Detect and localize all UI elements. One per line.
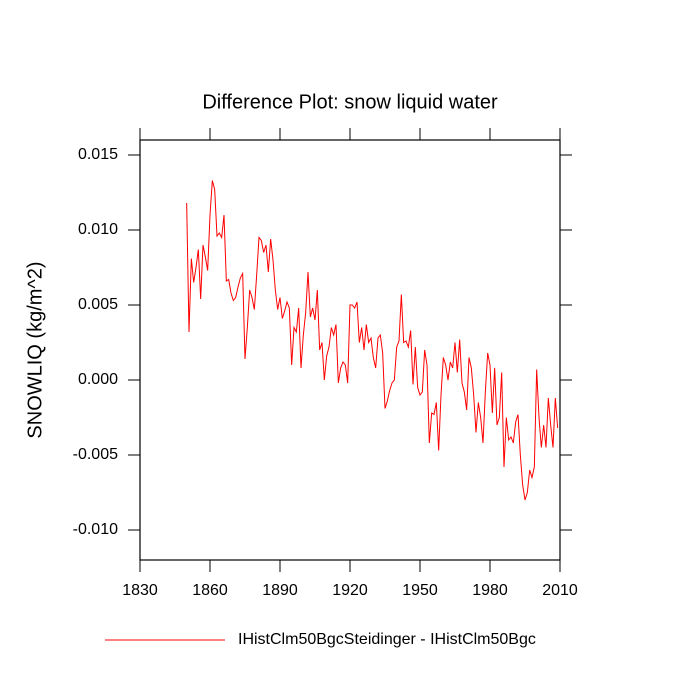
y-axis-label: SNOWLIQ (kg/m^2) <box>24 261 46 438</box>
legend-label: IHistClm50BgcSteidinger - IHistClm50Bgc <box>238 631 536 648</box>
x-tick-label: 1980 <box>472 582 508 599</box>
y-tick-label: 0.015 <box>78 146 118 163</box>
y-tick-label: 0.010 <box>78 221 118 238</box>
chart-title: Difference Plot: snow liquid water <box>202 91 498 113</box>
plot-frame <box>139 139 561 561</box>
y-tick-label: 0.005 <box>78 296 118 313</box>
data-line <box>186 180 559 501</box>
x-tick-label: 1920 <box>332 582 368 599</box>
y-tick-label: -0.005 <box>73 446 118 463</box>
x-tick-label: 1830 <box>122 582 158 599</box>
x-tick-label: 1890 <box>262 582 298 599</box>
x-tick-label: 2010 <box>542 582 578 599</box>
y-tick-label: -0.010 <box>73 521 118 538</box>
x-tick-label: 1860 <box>192 582 228 599</box>
x-tick-label: 1950 <box>402 582 438 599</box>
y-tick-label: 0.000 <box>78 371 118 388</box>
